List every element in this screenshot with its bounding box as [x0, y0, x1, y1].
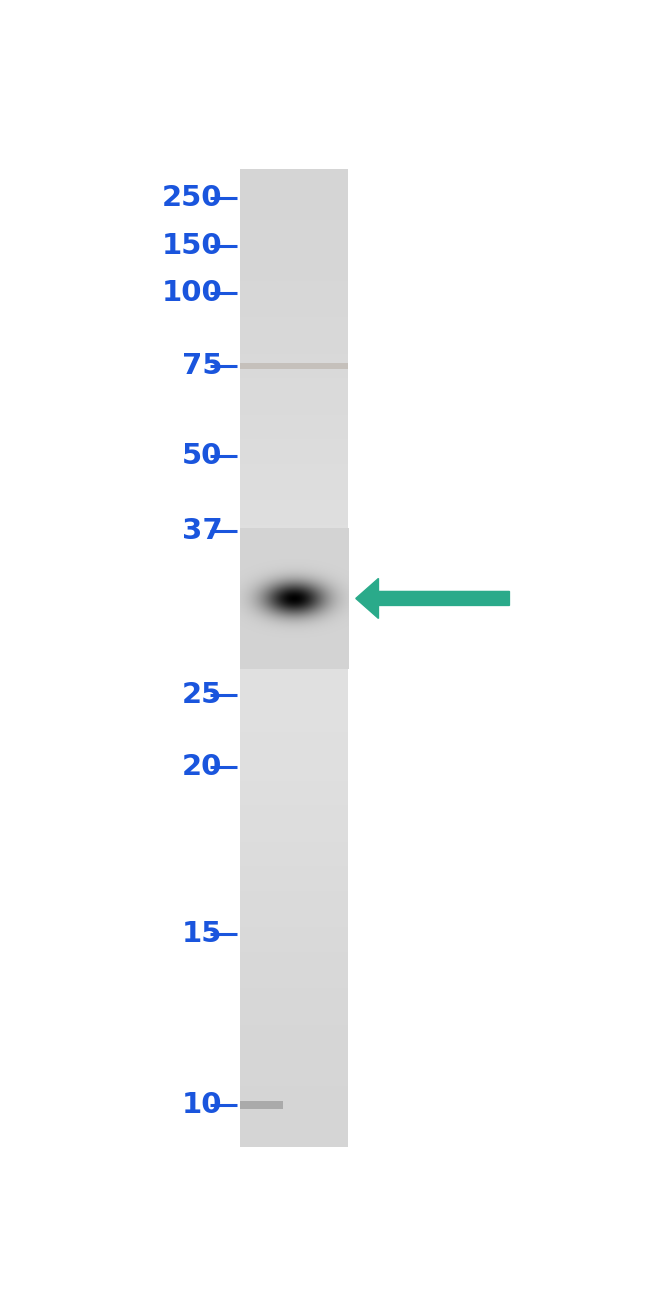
- Bar: [240, 1035, 348, 1049]
- Text: 250: 250: [162, 185, 222, 212]
- Bar: [240, 779, 348, 793]
- Bar: [240, 572, 348, 586]
- Bar: [240, 255, 348, 269]
- Bar: [240, 1121, 348, 1135]
- Text: 75: 75: [182, 352, 222, 380]
- Bar: [240, 584, 348, 598]
- Text: 15: 15: [182, 920, 222, 948]
- Bar: [240, 266, 348, 281]
- Bar: [240, 656, 348, 671]
- Bar: [240, 352, 348, 367]
- Bar: [240, 303, 348, 317]
- Bar: [240, 1011, 348, 1024]
- Bar: [240, 633, 348, 647]
- FancyArrow shape: [356, 578, 510, 619]
- Bar: [240, 169, 348, 183]
- Bar: [240, 1023, 348, 1037]
- Bar: [240, 462, 348, 476]
- Bar: [240, 815, 348, 829]
- Bar: [240, 620, 348, 634]
- Bar: [240, 230, 348, 244]
- Bar: [240, 547, 348, 562]
- Bar: [240, 767, 348, 781]
- Bar: [240, 364, 348, 378]
- Bar: [240, 181, 348, 195]
- Bar: [240, 962, 348, 976]
- Bar: [240, 328, 348, 342]
- Bar: [240, 205, 348, 220]
- Bar: [240, 645, 348, 659]
- Bar: [240, 1132, 348, 1147]
- Bar: [240, 608, 348, 623]
- Text: 50: 50: [182, 442, 222, 471]
- Bar: [240, 377, 348, 390]
- Text: 100: 100: [162, 280, 222, 307]
- Bar: [240, 926, 348, 940]
- Bar: [240, 681, 348, 696]
- Bar: [240, 828, 348, 842]
- Bar: [240, 363, 348, 369]
- Bar: [240, 706, 348, 720]
- Bar: [240, 1060, 348, 1074]
- Bar: [240, 437, 348, 451]
- Bar: [240, 840, 348, 854]
- Bar: [240, 242, 348, 256]
- Bar: [240, 595, 348, 610]
- Bar: [240, 792, 348, 806]
- Bar: [240, 1048, 348, 1062]
- Text: 150: 150: [162, 233, 222, 260]
- Bar: [240, 937, 348, 952]
- Bar: [240, 864, 348, 879]
- Bar: [240, 853, 348, 866]
- Bar: [240, 987, 348, 1001]
- Bar: [240, 278, 348, 292]
- Bar: [240, 450, 348, 464]
- Bar: [240, 1084, 348, 1098]
- Bar: [240, 536, 348, 549]
- Bar: [240, 511, 348, 525]
- Text: 37: 37: [181, 517, 222, 546]
- Bar: [240, 694, 348, 707]
- Bar: [240, 1109, 348, 1123]
- Bar: [240, 1096, 348, 1110]
- Bar: [240, 913, 348, 927]
- Bar: [240, 291, 348, 305]
- Bar: [240, 218, 348, 231]
- Bar: [240, 425, 348, 439]
- Text: 25: 25: [182, 680, 222, 708]
- Bar: [240, 389, 348, 403]
- Bar: [240, 889, 348, 903]
- Bar: [240, 901, 348, 915]
- Bar: [240, 474, 348, 489]
- Bar: [240, 400, 348, 415]
- Bar: [240, 754, 348, 768]
- Bar: [240, 670, 348, 684]
- Bar: [240, 316, 348, 330]
- Bar: [240, 803, 348, 818]
- Bar: [240, 339, 348, 354]
- Bar: [240, 731, 348, 745]
- Bar: [240, 559, 348, 573]
- Bar: [240, 413, 348, 428]
- Bar: [240, 523, 348, 537]
- Bar: [240, 498, 348, 512]
- Bar: [240, 718, 348, 732]
- Bar: [240, 998, 348, 1013]
- Bar: [240, 1101, 283, 1109]
- Bar: [240, 950, 348, 965]
- Bar: [240, 486, 348, 500]
- Bar: [240, 974, 348, 988]
- Bar: [240, 194, 348, 208]
- Text: 20: 20: [182, 753, 222, 780]
- Bar: [240, 876, 348, 891]
- Text: 10: 10: [182, 1091, 222, 1119]
- Bar: [240, 1071, 348, 1086]
- Bar: [240, 742, 348, 757]
